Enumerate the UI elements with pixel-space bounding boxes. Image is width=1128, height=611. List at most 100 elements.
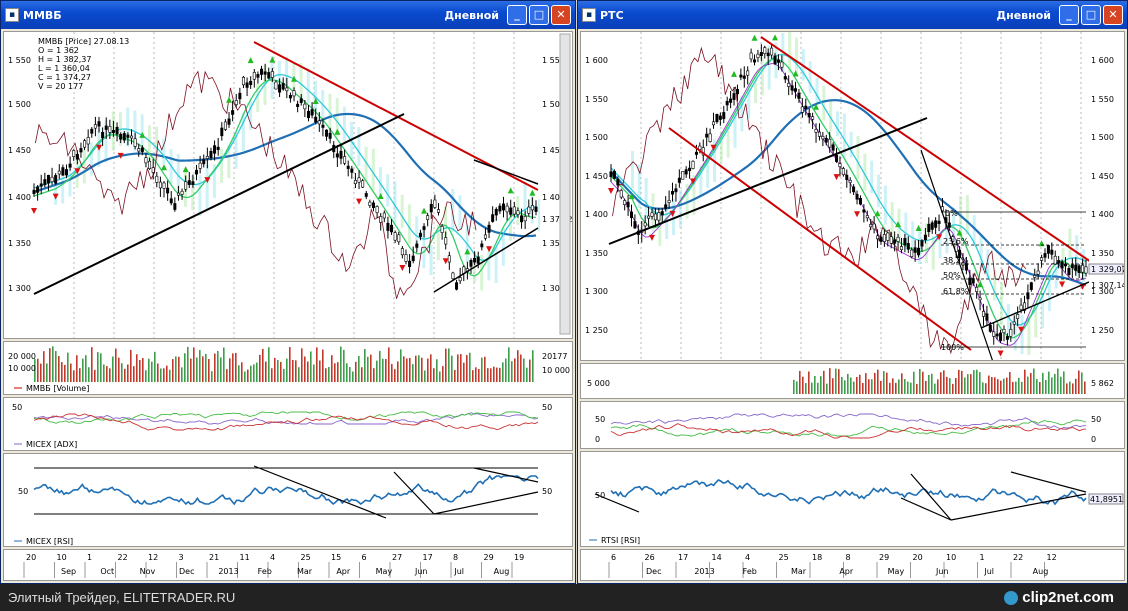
candle-body (923, 234, 927, 241)
day-tick: 19 (514, 553, 524, 562)
candle-body (498, 205, 502, 212)
candle-body (509, 207, 513, 215)
volume-pane[interactable]: 20 000 10 000 20177 10 000 ММВБ [Volume] (3, 341, 573, 395)
rts-title-bar[interactable]: ▪ РТС Дневной _ □ ✕ (578, 1, 1127, 29)
sell-signal-marker (356, 198, 363, 205)
volume-bar (283, 368, 285, 382)
volume-tick: 20 000 (8, 352, 36, 361)
candle-body (397, 234, 401, 243)
candle-body (180, 190, 184, 195)
chart-window-icon: ▪ (5, 8, 19, 22)
candle-body (155, 175, 159, 183)
candle-body (1029, 282, 1033, 290)
minimize-button[interactable]: _ (1059, 5, 1079, 25)
volume-pane[interactable]: 5 000 5 862 (580, 363, 1125, 399)
volume-bar (424, 370, 426, 382)
volume-bar (166, 365, 168, 382)
period-selector[interactable]: Дневной (996, 8, 1051, 22)
volume-bar (907, 381, 909, 394)
candle-body (705, 133, 709, 138)
micex-title-bar[interactable]: ▪ ММВБ Дневной _ □ ✕ (1, 1, 575, 29)
volume-bar (913, 371, 915, 394)
svg-text:1 300: 1 300 (542, 284, 565, 293)
volume-bar (868, 379, 870, 394)
sell-signal-marker (690, 178, 697, 185)
candle-body (288, 94, 292, 99)
volume-bar (163, 368, 165, 382)
candle-body (68, 163, 72, 168)
volume-bar (112, 356, 114, 382)
price-pane[interactable]: 0% 23,6% 38,2% 50% 61,8% 100% 1 600 1 55… (580, 30, 1127, 363)
candle-body (616, 178, 620, 186)
candle-body (896, 236, 900, 242)
volume-bar (865, 373, 867, 394)
candle-body (978, 297, 982, 301)
vertical-scrollbar[interactable] (559, 33, 571, 335)
day-tick: 20 (913, 553, 923, 562)
period-selector[interactable]: Дневной (444, 8, 499, 22)
svg-text:38,2%: 38,2% (943, 256, 969, 265)
rsi-pane[interactable]: 50 50 MICEX [RSI] (3, 453, 573, 547)
candle-body (1063, 263, 1067, 267)
candle-body (797, 92, 801, 99)
rsi-pane[interactable]: 50 41,895154 RTSI [RSI] (580, 451, 1128, 547)
support-line (980, 281, 1090, 329)
rts-chart-window[interactable]: ▪ РТС Дневной _ □ ✕ (577, 0, 1128, 584)
volume-bar (949, 378, 951, 394)
triangle-bottom-line (433, 227, 539, 293)
close-button[interactable]: ✕ (1103, 5, 1123, 25)
close-button[interactable]: ✕ (551, 5, 571, 25)
adx-pane[interactable]: 50 50 MICEX [ADX] (3, 397, 573, 451)
volume-bar (313, 364, 315, 382)
minimize-button[interactable]: _ (507, 5, 527, 25)
volume-bar (292, 359, 294, 382)
candle-body (660, 211, 664, 216)
volume-bar (136, 354, 138, 382)
candle-body (947, 222, 951, 228)
month-tick: Dec (646, 567, 661, 576)
micex-chart-window[interactable]: ▪ ММВБ Дневной _ □ ✕ ММВБ [Price] 27.08.… (0, 0, 578, 584)
candle-body (335, 153, 339, 158)
volume-bar (148, 358, 150, 382)
candle-body (729, 98, 733, 103)
candle-body (400, 248, 404, 256)
candle-body (1033, 275, 1037, 278)
volume-bar (481, 357, 483, 382)
month-tick: Apr (839, 567, 854, 576)
candle-body (653, 213, 657, 221)
volume-tick: 5 000 (587, 379, 610, 388)
buy-signal-marker (956, 229, 963, 236)
moving-average-line (33, 112, 537, 238)
volume-bar (943, 370, 945, 394)
sell-signal-marker (1018, 326, 1025, 333)
candle-body (1060, 261, 1064, 269)
candle-body (238, 92, 242, 100)
candle-body (759, 52, 763, 56)
price-pane[interactable]: ММВБ [Price] 27.08.13 O = 1 362 H = 1 38… (3, 31, 578, 339)
candle-body (390, 224, 394, 233)
candle-body (263, 71, 267, 75)
candle-body (520, 215, 524, 223)
candle-body (292, 90, 296, 97)
candle-body (671, 191, 675, 195)
day-tick: 17 (423, 553, 433, 562)
sell-signal-marker (117, 152, 124, 159)
candle-body (476, 256, 480, 264)
candle-body (404, 254, 408, 262)
volume-bar (964, 377, 966, 394)
adx-pane[interactable]: 50 0 50 0 (580, 401, 1125, 449)
maximize-button[interactable]: □ (529, 5, 549, 25)
candle-body (1077, 265, 1081, 273)
candle-body (862, 209, 866, 213)
adx-tick: 50 (595, 415, 605, 424)
candle-body (1002, 328, 1006, 333)
month-tick: Aug (1033, 567, 1049, 576)
volume-bar (982, 382, 984, 394)
volume-bar (859, 374, 861, 394)
volume-bar (931, 373, 933, 394)
volume-bar (1054, 373, 1056, 394)
day-tick: 4 (745, 553, 750, 562)
maximize-button[interactable]: □ (1081, 5, 1101, 25)
day-tick: 15 (331, 553, 341, 562)
volume-bar (1018, 377, 1020, 394)
